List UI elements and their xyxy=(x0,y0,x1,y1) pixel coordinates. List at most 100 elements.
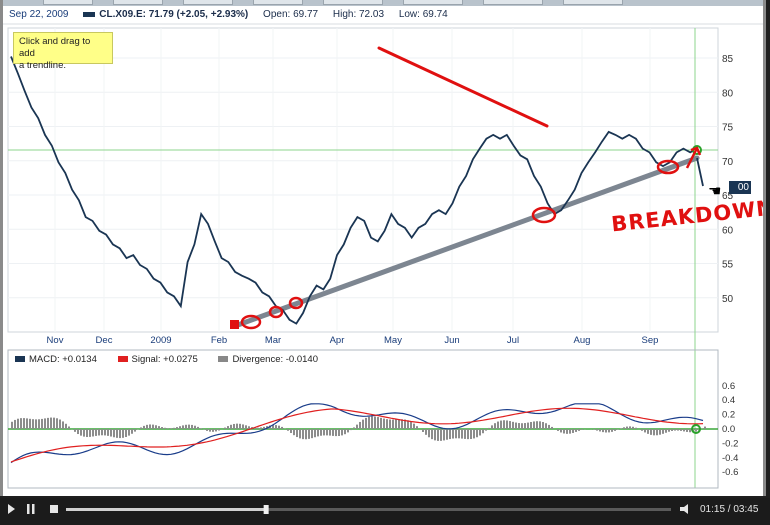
divergence-bar xyxy=(581,429,583,430)
trendline-handle-start[interactable] xyxy=(230,320,239,329)
divergence-bar xyxy=(317,429,319,436)
divergence-bar xyxy=(392,420,394,429)
macd-legend: MACD: +0.0134 Signal: +0.0275 Divergence… xyxy=(15,354,336,365)
divergence-bar xyxy=(575,429,577,432)
divergence-bar xyxy=(80,429,82,436)
divergence-bar xyxy=(224,428,226,429)
divergence-bar xyxy=(524,423,526,429)
divergence-bar xyxy=(395,419,397,429)
x-tick-label: Mar xyxy=(265,335,281,346)
divergence-bar xyxy=(98,429,100,435)
trendline-tooltip: Click and drag to add a trendline. xyxy=(13,32,113,64)
divergence-bar xyxy=(596,429,598,431)
divergence-bar xyxy=(386,419,388,429)
divergence-bar xyxy=(473,429,475,438)
macd-y-tick-label: 0.6 xyxy=(722,381,735,392)
divergence-bar xyxy=(323,429,325,435)
divergence-bar xyxy=(536,421,538,429)
macd-y-tick-label: -0.4 xyxy=(722,453,738,464)
divergence-bar xyxy=(50,418,52,429)
divergence-bar xyxy=(665,429,667,433)
play-icon[interactable] xyxy=(8,504,15,514)
divergence-bar xyxy=(644,429,646,432)
divergence-bar xyxy=(641,429,643,431)
divergence-bar xyxy=(167,428,169,429)
divergence-bar xyxy=(614,429,616,431)
divergence-bar xyxy=(17,419,19,429)
divergence-bar xyxy=(344,429,346,434)
divergence-bar xyxy=(320,429,322,436)
divergence-bar xyxy=(476,429,478,437)
drawn-red-line xyxy=(379,48,547,126)
x-tick-label: Aug xyxy=(574,335,591,346)
divergence-bar xyxy=(185,425,187,429)
x-tick-label: Dec xyxy=(96,335,113,346)
divergence-bar xyxy=(446,429,448,440)
divergence-bar xyxy=(359,422,361,429)
divergence-bar xyxy=(26,418,28,429)
divergence-bar xyxy=(311,429,313,438)
divergence-bar xyxy=(572,429,574,433)
divergence-bar xyxy=(482,429,484,433)
divergence-bar xyxy=(491,425,493,429)
divergence-bar xyxy=(500,421,502,429)
divergence-bar xyxy=(20,418,22,429)
divergence-bar xyxy=(83,429,85,437)
pause-icon-bar[interactable] xyxy=(27,504,30,514)
trendline[interactable] xyxy=(235,158,697,326)
divergence-bar xyxy=(578,429,580,431)
divergence-bar xyxy=(488,428,490,429)
divergence-bar xyxy=(422,429,424,432)
divergence-bar xyxy=(47,418,49,429)
stop-icon[interactable] xyxy=(50,505,58,513)
divergence-bar xyxy=(443,429,445,440)
divergence-bar xyxy=(338,429,340,436)
divergence-bar xyxy=(440,429,442,441)
divergence-bar xyxy=(605,429,607,432)
divergence-bar xyxy=(164,428,166,429)
divergence-bar xyxy=(314,429,316,437)
macd-y-tick-label: -0.6 xyxy=(722,467,738,478)
divergence-bar xyxy=(494,423,496,429)
divergence-bar xyxy=(257,428,259,429)
divergence-bar xyxy=(143,426,145,429)
divergence-bar xyxy=(629,426,631,429)
divergence-bar xyxy=(458,429,460,438)
macd-plot-area xyxy=(8,350,718,488)
divergence-bar xyxy=(632,427,634,429)
divergence-bar xyxy=(101,429,103,435)
video-controls xyxy=(0,498,770,520)
divergence-bar xyxy=(182,425,184,429)
macd-y-axis: 0.60.40.20.0-0.2-0.4-0.6 xyxy=(722,381,738,478)
divergence-bar xyxy=(287,429,289,431)
divergence-bar xyxy=(509,421,511,429)
chart-frame: Sep 22, 2009 CL.X09.E: 71.79 (+2.05, +2.… xyxy=(0,0,766,496)
divergence-bar xyxy=(134,429,136,432)
divergence-bar xyxy=(29,419,31,429)
divergence-bar xyxy=(539,421,541,429)
divergence-bar xyxy=(452,429,454,439)
divergence-bar xyxy=(131,429,133,434)
divergence-bar xyxy=(209,429,211,432)
macd-y-tick-label: 0.4 xyxy=(722,395,735,406)
divergence-bar xyxy=(689,429,691,432)
volume-icon[interactable] xyxy=(680,504,688,514)
x-tick-label: Apr xyxy=(330,335,345,346)
divergence-bar xyxy=(95,429,97,436)
x-tick-label: May xyxy=(384,335,402,346)
divergence-bar xyxy=(260,427,262,429)
price-plot-area xyxy=(8,28,718,332)
divergence-bar xyxy=(194,426,196,429)
divergence-bar xyxy=(32,419,34,429)
divergence-bar xyxy=(431,429,433,439)
pause-icon-bar[interactable] xyxy=(32,504,35,514)
divergence-bar xyxy=(110,429,112,437)
seek-thumb[interactable] xyxy=(264,505,269,514)
divergence-bar xyxy=(626,427,628,429)
divergence-bar xyxy=(146,425,148,429)
divergence-bar xyxy=(341,429,343,435)
divergence-bar xyxy=(290,429,292,433)
divergence-bar xyxy=(530,422,532,429)
